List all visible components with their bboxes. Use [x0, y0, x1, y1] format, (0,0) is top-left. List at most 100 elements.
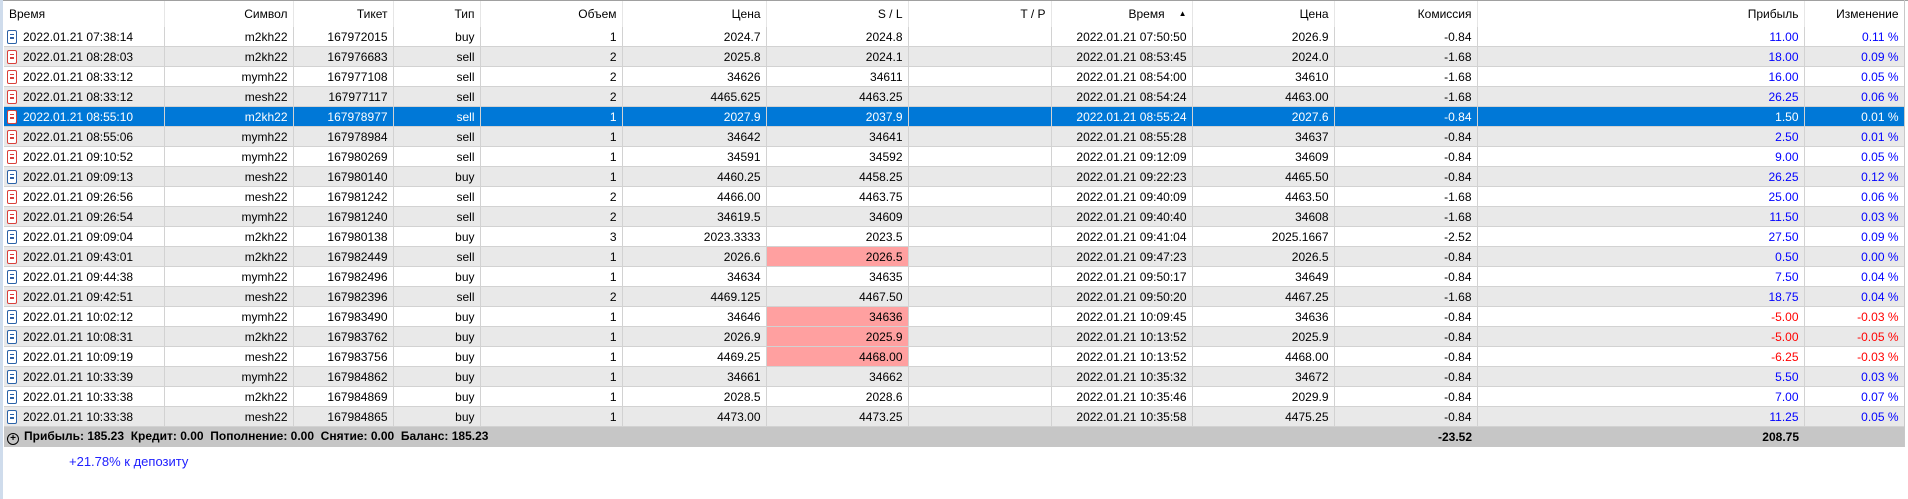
cell-close-price: 2024.0: [1192, 46, 1335, 67]
cell-volume: 1: [480, 326, 623, 347]
cell-take-profit: [908, 86, 1052, 107]
cell-close-time: 2022.01.21 08:54:24: [1051, 86, 1193, 107]
cell-open-time: 2022.01.21 09:09:04: [4, 226, 165, 247]
table-row[interactable]: 2022.01.21 09:26:56 mesh22 167981242 sell 2 4…: [4, 186, 1905, 207]
table-row[interactable]: 2022.01.21 08:55:06 mymh22 167978984 sell 1 3…: [4, 126, 1905, 147]
cell-open-price: 2026.9: [622, 326, 767, 347]
cell-ticket: 167977117: [293, 86, 394, 107]
cell-symbol: mesh22: [164, 86, 294, 107]
column-header-type[interactable]: Тип: [393, 1, 481, 27]
table-row[interactable]: 2022.01.21 09:10:52 mymh22 167980269 sell 1 3…: [4, 146, 1905, 167]
table-row[interactable]: 2022.01.21 08:33:12 mymh22 167977108 sell 2 3…: [4, 66, 1905, 87]
table-row[interactable]: 2022.01.21 09:09:13 mesh22 167980140 buy 1 44…: [4, 166, 1905, 187]
column-header-open-time[interactable]: Время: [4, 1, 165, 27]
open-time-text: 2022.01.21 08:33:12: [23, 69, 134, 84]
cell-open-time: 2022.01.21 09:43:01: [4, 246, 165, 267]
column-header-label: S / L: [877, 7, 903, 21]
cell-profit: 25.00: [1477, 186, 1805, 207]
plus-circle-icon[interactable]: +: [7, 433, 19, 445]
column-header-change[interactable]: Изменение: [1804, 1, 1905, 27]
cell-symbol: m2kh22: [164, 46, 294, 67]
buy-deal-icon: [7, 169, 17, 184]
cell-open-time: 2022.01.21 08:28:03: [4, 46, 165, 67]
cell-change: 0.01 %: [1804, 126, 1905, 147]
cell-change: -0.05 %: [1804, 326, 1905, 347]
cell-change: 0.04 %: [1804, 286, 1905, 307]
column-header-label: Прибыль: [1747, 7, 1799, 21]
cell-take-profit: [908, 406, 1052, 427]
table-row[interactable]: 2022.01.21 09:26:54 mymh22 167981240 sell 2 3…: [4, 206, 1905, 227]
table-row[interactable]: 2022.01.21 10:08:31 m2kh22 167983762 buy 1 20…: [4, 326, 1905, 347]
column-header-take-profit[interactable]: T / P: [908, 1, 1052, 27]
cell-close-price: 4467.25: [1192, 286, 1335, 307]
table-row[interactable]: 2022.01.21 09:44:38 mymh22 167982496 buy 1 34…: [4, 266, 1905, 287]
cell-close-time: 2022.01.21 10:09:45: [1051, 306, 1193, 327]
cell-symbol: m2kh22: [164, 386, 294, 407]
table-row[interactable]: 2022.01.21 10:09:19 mesh22 167983756 buy 1 44…: [4, 346, 1905, 367]
table-row[interactable]: 2022.01.21 10:33:38 mesh22 167984865 buy 1 44…: [4, 406, 1905, 427]
table-row[interactable]: 2022.01.21 10:33:38 m2kh22 167984869 buy 1 20…: [4, 386, 1905, 407]
cell-stop-loss: 2028.6: [766, 386, 909, 407]
cell-volume: 1: [480, 166, 623, 187]
column-header-open-price[interactable]: Цена: [622, 1, 767, 27]
table-row[interactable]: 2022.01.21 10:02:12 mymh22 167983490 buy 1 34…: [4, 306, 1905, 327]
cell-type: sell: [393, 286, 481, 307]
table-row[interactable]: 2022.01.21 09:09:04 m2kh22 167980138 buy 3 20…: [4, 226, 1905, 247]
table-row[interactable]: 2022.01.21 08:33:12 mesh22 167977117 sell 2 4…: [4, 86, 1905, 107]
cell-take-profit: [908, 326, 1052, 347]
cell-close-price: 34608: [1192, 206, 1335, 227]
cell-type: sell: [393, 66, 481, 87]
cell-ticket: 167984862: [293, 366, 394, 387]
cell-volume: 1: [480, 126, 623, 147]
cell-profit: -5.00: [1477, 306, 1805, 327]
sell-deal-icon: [7, 109, 17, 124]
cell-stop-loss: 4473.25: [766, 406, 909, 427]
table-row[interactable]: 2022.01.21 08:55:10 m2kh22 167978977 sell 1 2…: [4, 106, 1905, 127]
cell-stop-loss: 4463.25: [766, 86, 909, 107]
cell-ticket: 167980140: [293, 166, 394, 187]
cell-close-price: 34672: [1192, 366, 1335, 387]
cell-close-time: 2022.01.21 08:55:24: [1051, 106, 1193, 127]
cell-take-profit: [908, 366, 1052, 387]
cell-profit: 16.00: [1477, 66, 1805, 87]
table-row[interactable]: 2022.01.21 09:42:51 mesh22 167982396 sell 2 4…: [4, 286, 1905, 307]
cell-symbol: m2kh22: [164, 326, 294, 347]
open-time-text: 2022.01.21 09:42:51: [23, 289, 134, 304]
table-row[interactable]: 2022.01.21 08:28:03 m2kh22 167976683 sell 2 2…: [4, 46, 1905, 67]
buy-deal-icon: [7, 409, 17, 424]
column-header-label: Символ: [244, 7, 288, 21]
cell-take-profit: [908, 226, 1052, 247]
column-header-profit[interactable]: Прибыль: [1477, 1, 1805, 27]
column-header-close-price[interactable]: Цена: [1192, 1, 1335, 27]
cell-stop-loss: 4458.25: [766, 166, 909, 187]
cell-profit: 2.50: [1477, 126, 1805, 147]
cell-stop-loss: 2024.1: [766, 46, 909, 67]
cell-ticket: 167977108: [293, 66, 394, 87]
cell-close-time: 2022.01.21 10:35:46: [1051, 386, 1193, 407]
cell-ticket: 167981242: [293, 186, 394, 207]
open-time-text: 2022.01.21 09:43:01: [23, 249, 134, 264]
column-header-ticket[interactable]: Тикет: [293, 1, 394, 27]
column-header-close-time[interactable]: Время ▲: [1051, 1, 1193, 27]
cell-open-time: 2022.01.21 09:26:54: [4, 206, 165, 227]
cell-close-time: 2022.01.21 07:50:50: [1051, 27, 1193, 47]
cell-open-time: 2022.01.21 08:55:06: [4, 126, 165, 147]
cell-profit: 18.75: [1477, 286, 1805, 307]
table-row[interactable]: 2022.01.21 09:43:01 m2kh22 167982449 sell 1 2…: [4, 246, 1905, 267]
cell-type: sell: [393, 186, 481, 207]
table-row[interactable]: 2022.01.21 07:38:14 m2kh22 167972015 buy 1 20…: [4, 27, 1905, 47]
column-header-symbol[interactable]: Символ: [164, 1, 294, 27]
cell-profit: 18.00: [1477, 46, 1805, 67]
cell-symbol: m2kh22: [164, 106, 294, 127]
cell-profit: 7.50: [1477, 266, 1805, 287]
column-header-label: Изменение: [1836, 7, 1899, 21]
cell-type: buy: [393, 266, 481, 287]
column-header-stop-loss[interactable]: S / L: [766, 1, 909, 27]
cell-volume: 2: [480, 86, 623, 107]
column-header-volume[interactable]: Объем: [480, 1, 623, 27]
column-header-commission[interactable]: Комиссия: [1334, 1, 1478, 27]
cell-take-profit: [908, 386, 1052, 407]
cell-open-price: 34634: [622, 266, 767, 287]
cell-open-price: 2027.9: [622, 106, 767, 127]
table-row[interactable]: 2022.01.21 10:33:39 mymh22 167984862 buy 1 34…: [4, 366, 1905, 387]
